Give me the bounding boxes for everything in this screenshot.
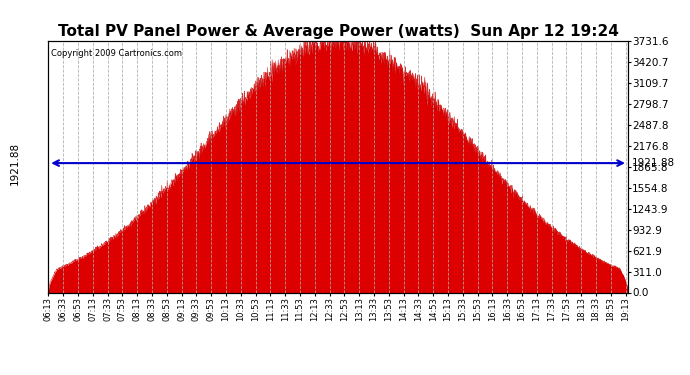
Text: Copyright 2009 Cartronics.com: Copyright 2009 Cartronics.com xyxy=(51,49,182,58)
Title: Total PV Panel Power & Average Power (watts)  Sun Apr 12 19:24: Total PV Panel Power & Average Power (wa… xyxy=(58,24,618,39)
Text: 1921.88: 1921.88 xyxy=(10,141,19,184)
Text: 1921.88: 1921.88 xyxy=(631,158,675,168)
